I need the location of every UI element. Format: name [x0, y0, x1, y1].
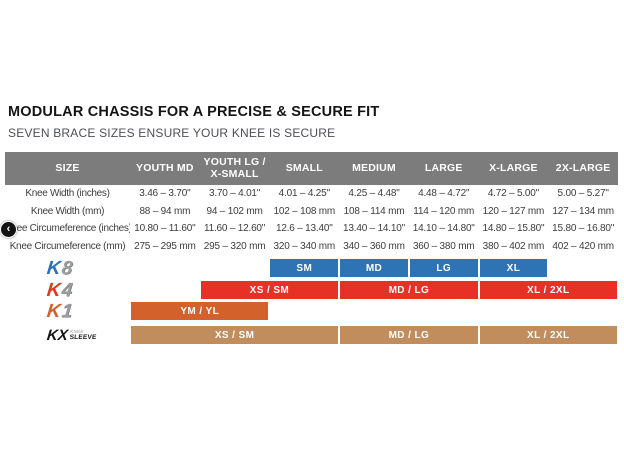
table-cell: 3.46 – 3.70": [139, 188, 191, 200]
logo-subtext: KNEE SLEEVE: [69, 329, 97, 341]
table-cell: 15.80 – 16.80": [552, 223, 615, 235]
table-row: Knee Circumeference (mm) 275 – 295 mm 295 …: [5, 238, 618, 256]
table-cell: 10.80 – 11.60": [134, 223, 196, 235]
logo-number: 1: [60, 301, 74, 322]
page-subtitle: SEVEN BRACE SIZES ENSURE YOUR KNEE IS SE…: [8, 126, 336, 140]
table-cell: 340 – 360 mm: [343, 240, 405, 252]
size-bar-k8: SM: [270, 259, 339, 277]
table-row: Knee Circumeference (inches) 10.80 – 11.6…: [5, 220, 618, 238]
column-header: LARGE: [408, 152, 479, 185]
table-cell: 114 – 120 mm: [413, 205, 475, 217]
row-label: Knee Circumeference (mm): [9, 240, 126, 252]
column-header-size: SIZE: [5, 152, 130, 185]
size-bar-k8: XL: [479, 259, 548, 277]
table-cell: 14.80 – 15.80": [482, 223, 545, 235]
table-cell: 4.72 – 5.00": [487, 188, 540, 200]
brace-row-k8: K8 SM MD LG XL: [5, 258, 618, 279]
table-cell: 13.40 – 14.10": [343, 223, 405, 235]
brace-logo-cell: KX KNEE SLEEVE: [5, 326, 130, 344]
table-cell: 14.10 – 14.80": [412, 223, 475, 235]
table-cell: 108 – 114 mm: [343, 205, 405, 217]
table-cell: 4.01 – 4.25": [278, 188, 330, 200]
table-cell: 4.48 – 4.72": [418, 188, 470, 200]
logo-number: 8: [60, 258, 74, 279]
table-cell: 5.00 – 5.27": [557, 188, 609, 200]
table-cell: 120 – 127 mm: [482, 205, 545, 217]
column-header: SMALL: [269, 152, 340, 185]
brace-logo-cell: K1: [5, 301, 130, 322]
logo-letter: K: [45, 280, 62, 301]
page-title: MODULAR CHASSIS FOR A PRECISE & SECURE F…: [8, 104, 380, 120]
table-cell: 102 – 108 mm: [273, 205, 336, 217]
logo-letter: K: [45, 301, 62, 322]
k8-logo: K8: [45, 258, 74, 279]
size-bar-k8: MD: [340, 259, 408, 277]
size-bar-kx: XS / SM: [131, 326, 339, 344]
table-cell: 320 – 340 mm: [273, 240, 336, 252]
k1-logo: K1: [45, 301, 74, 322]
brace-row-k1: K1 YM / YL: [5, 301, 618, 322]
size-table-header: SIZE YOUTH MD YOUTH LG / X-SMALL SMALL MEDIU…: [5, 152, 618, 185]
table-cell: 380 – 402 mm: [482, 240, 545, 252]
size-bar-k1: YM / YL: [131, 302, 269, 320]
table-cell: 295 – 320 mm: [203, 240, 266, 252]
table-cell: 3.70 – 4.01": [208, 188, 261, 200]
table-cell: 402 – 420 mm: [552, 240, 614, 252]
row-label: Knee Width (inches): [25, 188, 110, 200]
logo-letter: K: [45, 258, 62, 279]
table-cell: 360 – 380 mm: [412, 240, 475, 252]
size-bar-kx: XL / 2XL: [479, 326, 617, 344]
row-label: Knee Width (mm): [30, 205, 105, 217]
brace-logo-cell: K4: [5, 280, 130, 301]
size-table: SIZE YOUTH MD YOUTH LG / X-SMALL SMALL MEDIU…: [5, 152, 618, 255]
row-label: Knee Circumeference (inches): [5, 223, 130, 235]
table-cell: 11.60 – 12.60": [203, 223, 266, 235]
table-cell: 127 – 134 mm: [552, 205, 614, 217]
brace-row-kx: KX KNEE SLEEVE XS / SM MD / LG XL / 2XL: [5, 326, 618, 344]
kx-logo: KX KNEE SLEEVE: [46, 327, 97, 344]
table-cell: 12.6 – 13.40": [276, 223, 333, 235]
size-bar-k4: XS / SM: [200, 281, 339, 299]
size-table-body: Knee Width (inches) 3.46 – 3.70" 3.70 – 4.…: [5, 185, 618, 255]
table-cell: 88 – 94 mm: [139, 205, 191, 217]
table-cell: 94 – 102 mm: [206, 205, 263, 217]
size-bar-k4: XL / 2XL: [479, 281, 617, 299]
chevron-left-icon: ‹: [6, 222, 11, 235]
table-row: Knee Width (inches) 3.46 – 3.70" 3.70 – 4.…: [5, 185, 618, 203]
table-cell: 4.25 – 4.48": [348, 188, 400, 200]
column-header: YOUTH LG / X-SMALL: [199, 152, 270, 185]
k4-logo: K4: [45, 280, 74, 301]
column-header: X-LARGE: [478, 152, 549, 185]
brace-size-bars: K8 SM MD LG XL K4 XS / SM MD / LG XL / 2XL K1 YM /…: [5, 258, 618, 344]
carousel-prev-button[interactable]: ‹: [0, 221, 17, 238]
logo-text: KX: [46, 326, 69, 344]
table-cell: 275 – 295 mm: [134, 240, 196, 252]
size-bar-k4: MD / LG: [340, 281, 478, 299]
logo-subtext-bottom: SLEEVE: [69, 333, 97, 340]
brace-logo-cell: K8: [5, 258, 130, 279]
column-header: 2X-LARGE: [548, 152, 618, 185]
brace-row-k4: K4 XS / SM MD / LG XL / 2XL: [5, 280, 618, 301]
column-header: MEDIUM: [339, 152, 409, 185]
table-row: Knee Width (mm) 88 – 94 mm 94 – 102 mm 102 …: [5, 203, 618, 221]
size-bar-k8: LG: [409, 259, 478, 277]
size-bar-kx: MD / LG: [340, 326, 478, 344]
logo-number: 4: [60, 280, 74, 301]
column-header: YOUTH MD: [130, 152, 200, 185]
